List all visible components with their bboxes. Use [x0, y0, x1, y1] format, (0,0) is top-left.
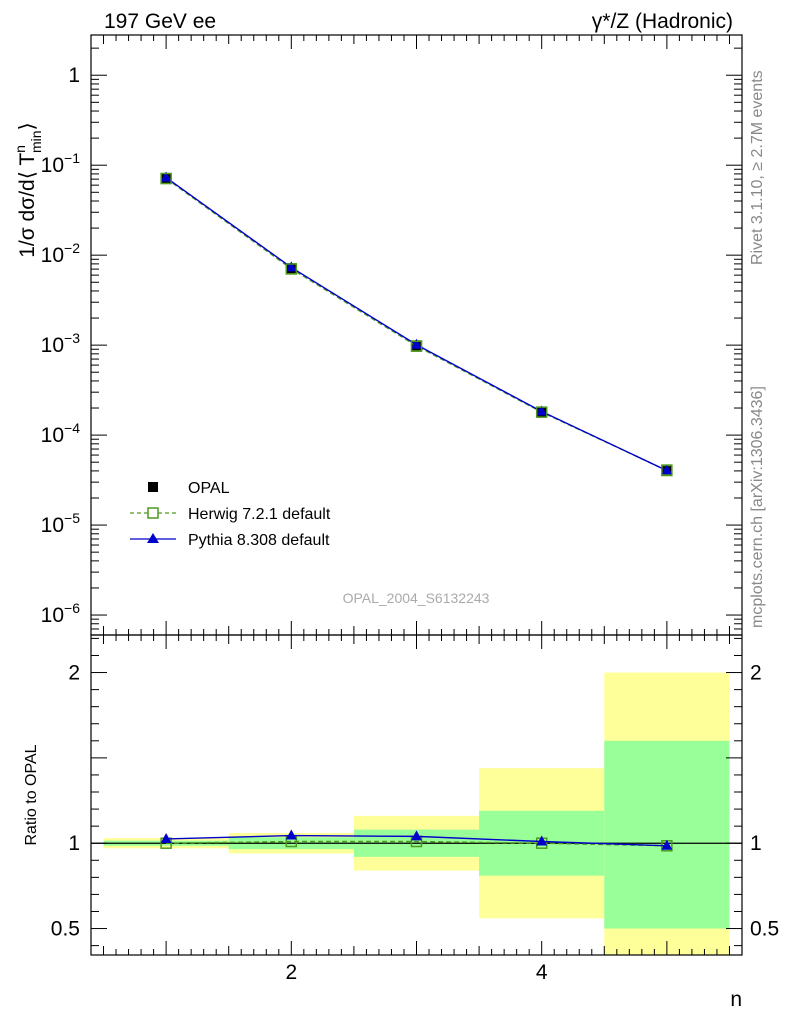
- main-point-pythia: [411, 338, 422, 349]
- main-y-tick-label: 10−2: [41, 240, 81, 267]
- ratio-point-pythia: [285, 829, 297, 840]
- ratio-point-pythia: [536, 835, 548, 846]
- main-y-tick-label: 10−6: [41, 600, 81, 627]
- main-point-pythia: [160, 171, 172, 182]
- main-point-pythia: [536, 405, 548, 416]
- y-axis-label-close: ⟩: [16, 122, 39, 130]
- main-y-tick-label: 10−4: [41, 420, 81, 447]
- x-axis-label: n: [730, 988, 742, 1011]
- main-line-herwig: [165, 177, 668, 472]
- chart-marks: 2 4 1 10−1 10−2 10−3 10−4 10−5 10−6 0.5 0.5 1 1 2 2: [41, 34, 779, 984]
- ratio-band-inner-5: [604, 740, 730, 929]
- legend-marker-pythia: [147, 533, 159, 543]
- ratio-y-tick-label-left: 0.5: [51, 918, 80, 941]
- main-point-overlay: [160, 172, 172, 185]
- ratio-y-tick-label-left: 2: [68, 662, 80, 685]
- main-y-axis-label: 1/σ dσ/d⟨ Tnmin⟩: [12, 122, 44, 258]
- ratio-y-tick-label-right: 1: [750, 832, 762, 855]
- main-y-tick-label: 10−1: [41, 150, 81, 177]
- legend-marker-herwig: [147, 507, 159, 519]
- rivet-version-label: Rivet 3.1.10, ≥ 2.7M events: [749, 70, 766, 265]
- main-point-pythia: [661, 464, 673, 475]
- ratio-point-pythia: [160, 832, 172, 843]
- y-axis-label-text: 1/σ dσ/d⟨ T: [16, 153, 39, 258]
- main-line-pythia: [165, 177, 668, 472]
- main-y-tick-label: 1: [68, 64, 80, 87]
- main-y-tick-label: 10−5: [41, 510, 81, 537]
- legend-label-opal: OPAL: [188, 480, 230, 497]
- header-right-title: γ*/Z (Hadronic): [592, 10, 733, 33]
- legend-marker-opal: [148, 482, 158, 492]
- legend-label-herwig: Herwig 7.2.1 default: [188, 506, 331, 523]
- mcplots-reference-label: mcplots.cern.ch [arXiv:1306.3436]: [749, 386, 766, 628]
- y-axis-label-subscript: min: [28, 130, 44, 153]
- main-point-overlay: [536, 406, 548, 418]
- main-point-overlay: [661, 464, 673, 476]
- ratio-y-tick-label-right: 2: [750, 662, 762, 685]
- main-point-overlay: [410, 340, 423, 352]
- ratio-y-tick-label-right: 0.5: [750, 918, 779, 941]
- ratio-line-herwig: [166, 840, 667, 847]
- y-axis-label-superscript: n: [12, 145, 28, 153]
- main-point-pythia: [285, 261, 297, 272]
- main-point-overlay: [285, 263, 297, 275]
- x-tick-label: 2: [285, 961, 297, 984]
- ratio-point-pythia: [411, 830, 422, 841]
- analysis-watermark: OPAL_2004_S6132243: [343, 590, 490, 606]
- x-tick-label: 4: [536, 961, 548, 984]
- legend-label-pythia: Pythia 8.308 default: [188, 532, 330, 549]
- ratio-point-pythia: [661, 839, 673, 850]
- ratio-y-tick-label-left: 1: [68, 832, 80, 855]
- main-y-tick-label: 10−3: [41, 330, 81, 357]
- legend: OPAL Herwig 7.2.1 default Pythia 8.308 d…: [130, 480, 331, 549]
- header-left-title: 197 GeV ee: [104, 10, 216, 33]
- ratio-y-axis-label: Ratio to OPAL: [23, 744, 40, 845]
